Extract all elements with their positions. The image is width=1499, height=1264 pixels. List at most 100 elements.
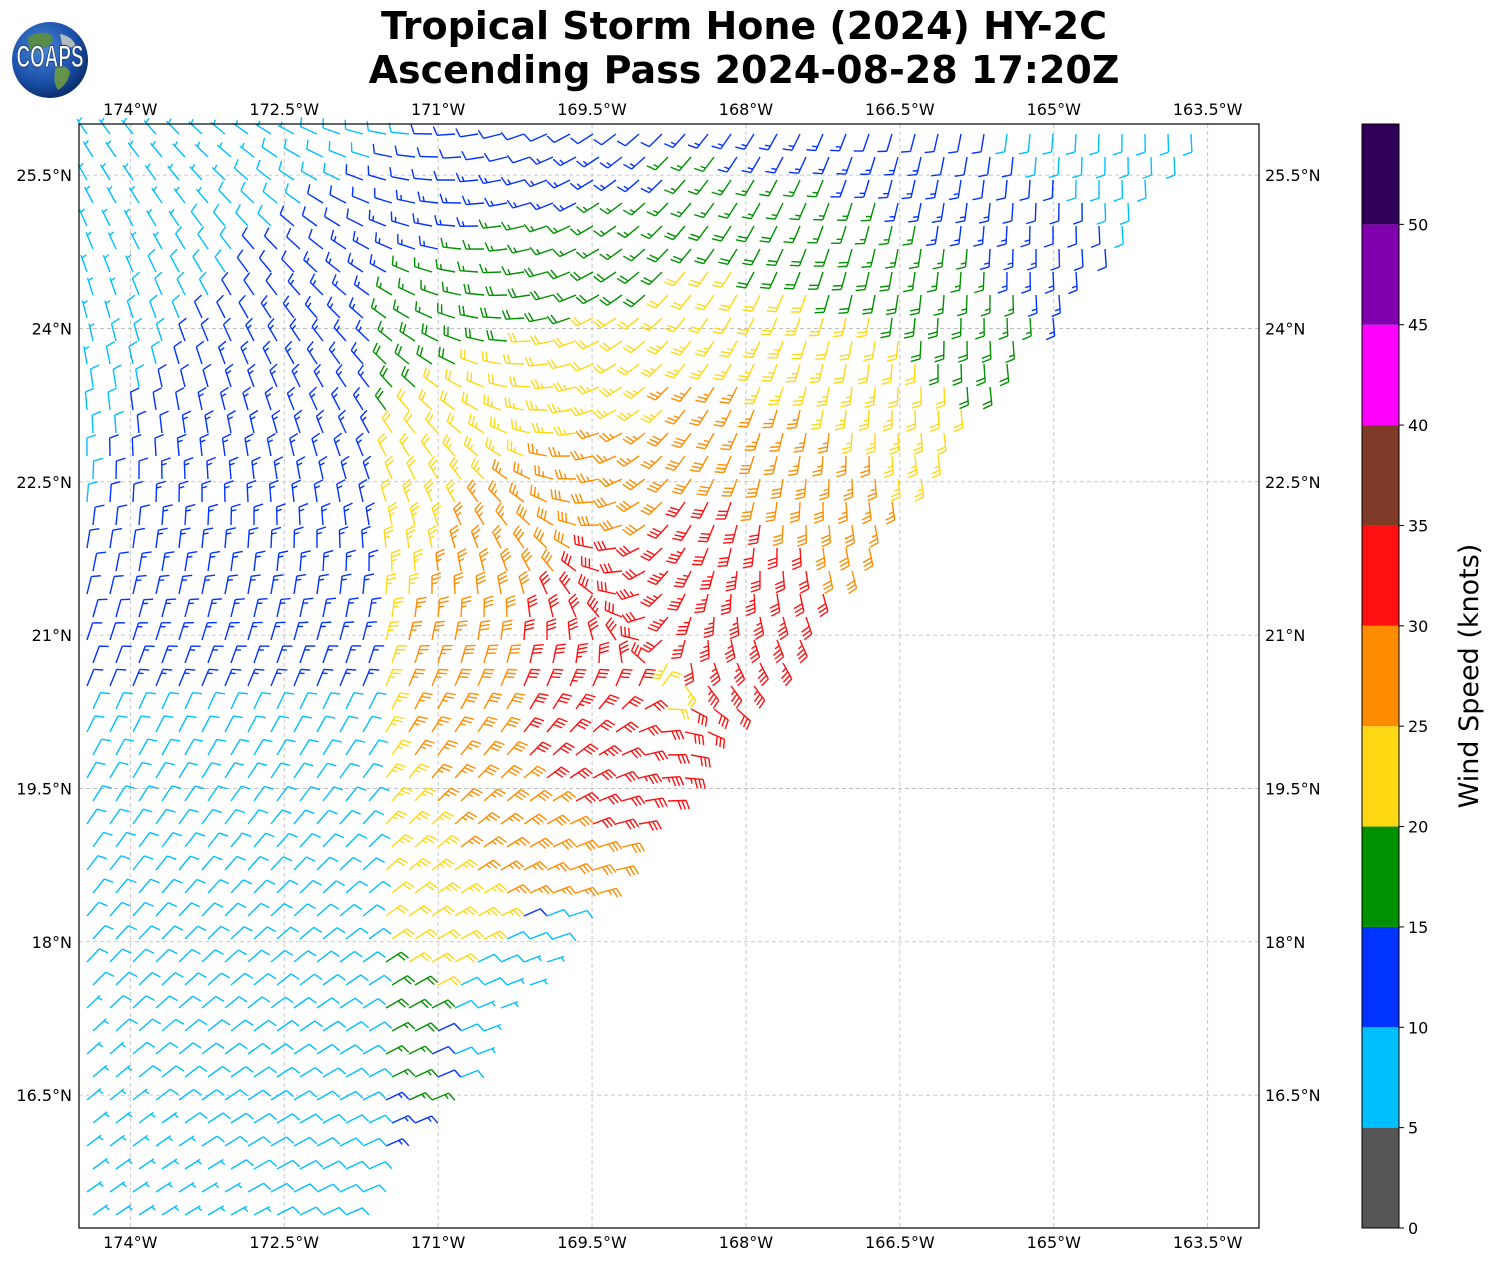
wind-barb (405, 525, 416, 549)
wind-barb (385, 1045, 410, 1055)
wind-barb (687, 133, 709, 149)
wind-barb (293, 526, 304, 549)
wind-barb (161, 645, 178, 664)
wind-barb (132, 761, 152, 779)
wind-barb (461, 150, 485, 161)
wind-barb (948, 179, 962, 201)
wind-barb (512, 525, 525, 549)
wind-barb (935, 386, 946, 410)
wind-barb (138, 738, 158, 756)
wind-barb (92, 785, 112, 802)
wind-barb (253, 1066, 277, 1078)
wind-barb (646, 294, 669, 309)
wind-barb (831, 271, 847, 291)
wind-barb (580, 556, 600, 572)
wind-barb (460, 692, 479, 710)
wind-barb (161, 1018, 185, 1032)
wind-barb (253, 879, 276, 894)
wind-barb (470, 524, 481, 549)
wind-barb (184, 503, 196, 526)
wind-barb (322, 786, 344, 802)
wind-barb (836, 202, 853, 221)
wind-barb (621, 611, 646, 623)
wind-barb (485, 437, 502, 457)
wind-barb (101, 208, 111, 227)
wind-barb (381, 410, 393, 434)
wind-barb (339, 1137, 364, 1147)
wind-barb (1027, 294, 1038, 318)
wind-barb (347, 252, 364, 273)
wind-barb (864, 386, 876, 408)
wind-barb (86, 1180, 104, 1193)
wind-barb (224, 1089, 248, 1101)
wind-barb (299, 926, 323, 940)
wind-barb (978, 156, 991, 178)
wind-barb (390, 211, 410, 227)
wind-barb (230, 879, 253, 894)
wind-barb (152, 387, 162, 411)
wind-barb (454, 953, 479, 963)
wind-barb (253, 503, 264, 526)
wind-barb (109, 1134, 127, 1147)
wind-barb (1018, 133, 1031, 155)
lat-tick-label: 16.5°N (16, 1086, 72, 1105)
wind-barb (765, 202, 784, 220)
wind-barb (437, 1069, 462, 1078)
wind-barb (329, 185, 347, 204)
wind-barb (507, 288, 531, 299)
wind-barb (782, 133, 801, 151)
wind-barb (397, 233, 416, 250)
wind-barb (214, 249, 226, 273)
wind-barb (454, 811, 478, 825)
wind-barb (92, 831, 113, 848)
wind-barb (178, 1088, 202, 1101)
wind-barb (812, 455, 824, 477)
wind-barb (888, 386, 899, 409)
wind-barb (265, 272, 278, 296)
wind-barb (155, 995, 178, 1009)
wind-barb (144, 163, 157, 181)
wind-barb (115, 1111, 133, 1124)
wind-barb (107, 387, 117, 411)
wind-barb (133, 317, 143, 342)
wind-barb (397, 277, 416, 296)
wind-barb (109, 948, 132, 963)
wind-barb (322, 1067, 347, 1078)
wind-barb (784, 317, 801, 336)
wind-barb (276, 1206, 301, 1216)
wind-barb (478, 263, 502, 274)
wind-barb (394, 343, 410, 365)
wind-barb (615, 545, 640, 557)
wind-barb (455, 172, 479, 183)
wind-barb (478, 174, 502, 185)
wind-barb (408, 763, 430, 779)
wind-barb (688, 317, 709, 334)
wind-barb (253, 645, 270, 664)
wind-barb (362, 1044, 387, 1055)
wind-barb (379, 365, 393, 388)
colorbar-tick-label: 10 (1408, 1018, 1428, 1037)
wind-barb (86, 948, 109, 963)
wind-barb (224, 574, 238, 595)
wind-barb (391, 881, 415, 894)
wind-barb (646, 478, 669, 493)
wind-barb (367, 165, 387, 181)
wind-barb (368, 1161, 393, 1170)
lon-tick-labels-top: 174°W 172.5°W 171°W 169.5°W 168°W 166.5°W 165°… (103, 100, 1243, 119)
wind-barb (322, 549, 334, 572)
wind-barb (335, 364, 347, 388)
wind-barb (529, 978, 548, 986)
wind-barb (593, 540, 617, 552)
wind-barb (217, 340, 227, 365)
wind-barb (207, 598, 222, 618)
wind-barb (687, 225, 709, 242)
wind-barb (664, 133, 686, 149)
wind-barb (289, 318, 301, 342)
wind-barb (598, 694, 620, 710)
wind-barb (1001, 156, 1014, 178)
wind-barb (649, 662, 669, 680)
wind-barb (546, 314, 571, 325)
wind-barb (569, 668, 587, 687)
wind-barb (500, 668, 518, 687)
wind-barb (155, 1042, 179, 1055)
